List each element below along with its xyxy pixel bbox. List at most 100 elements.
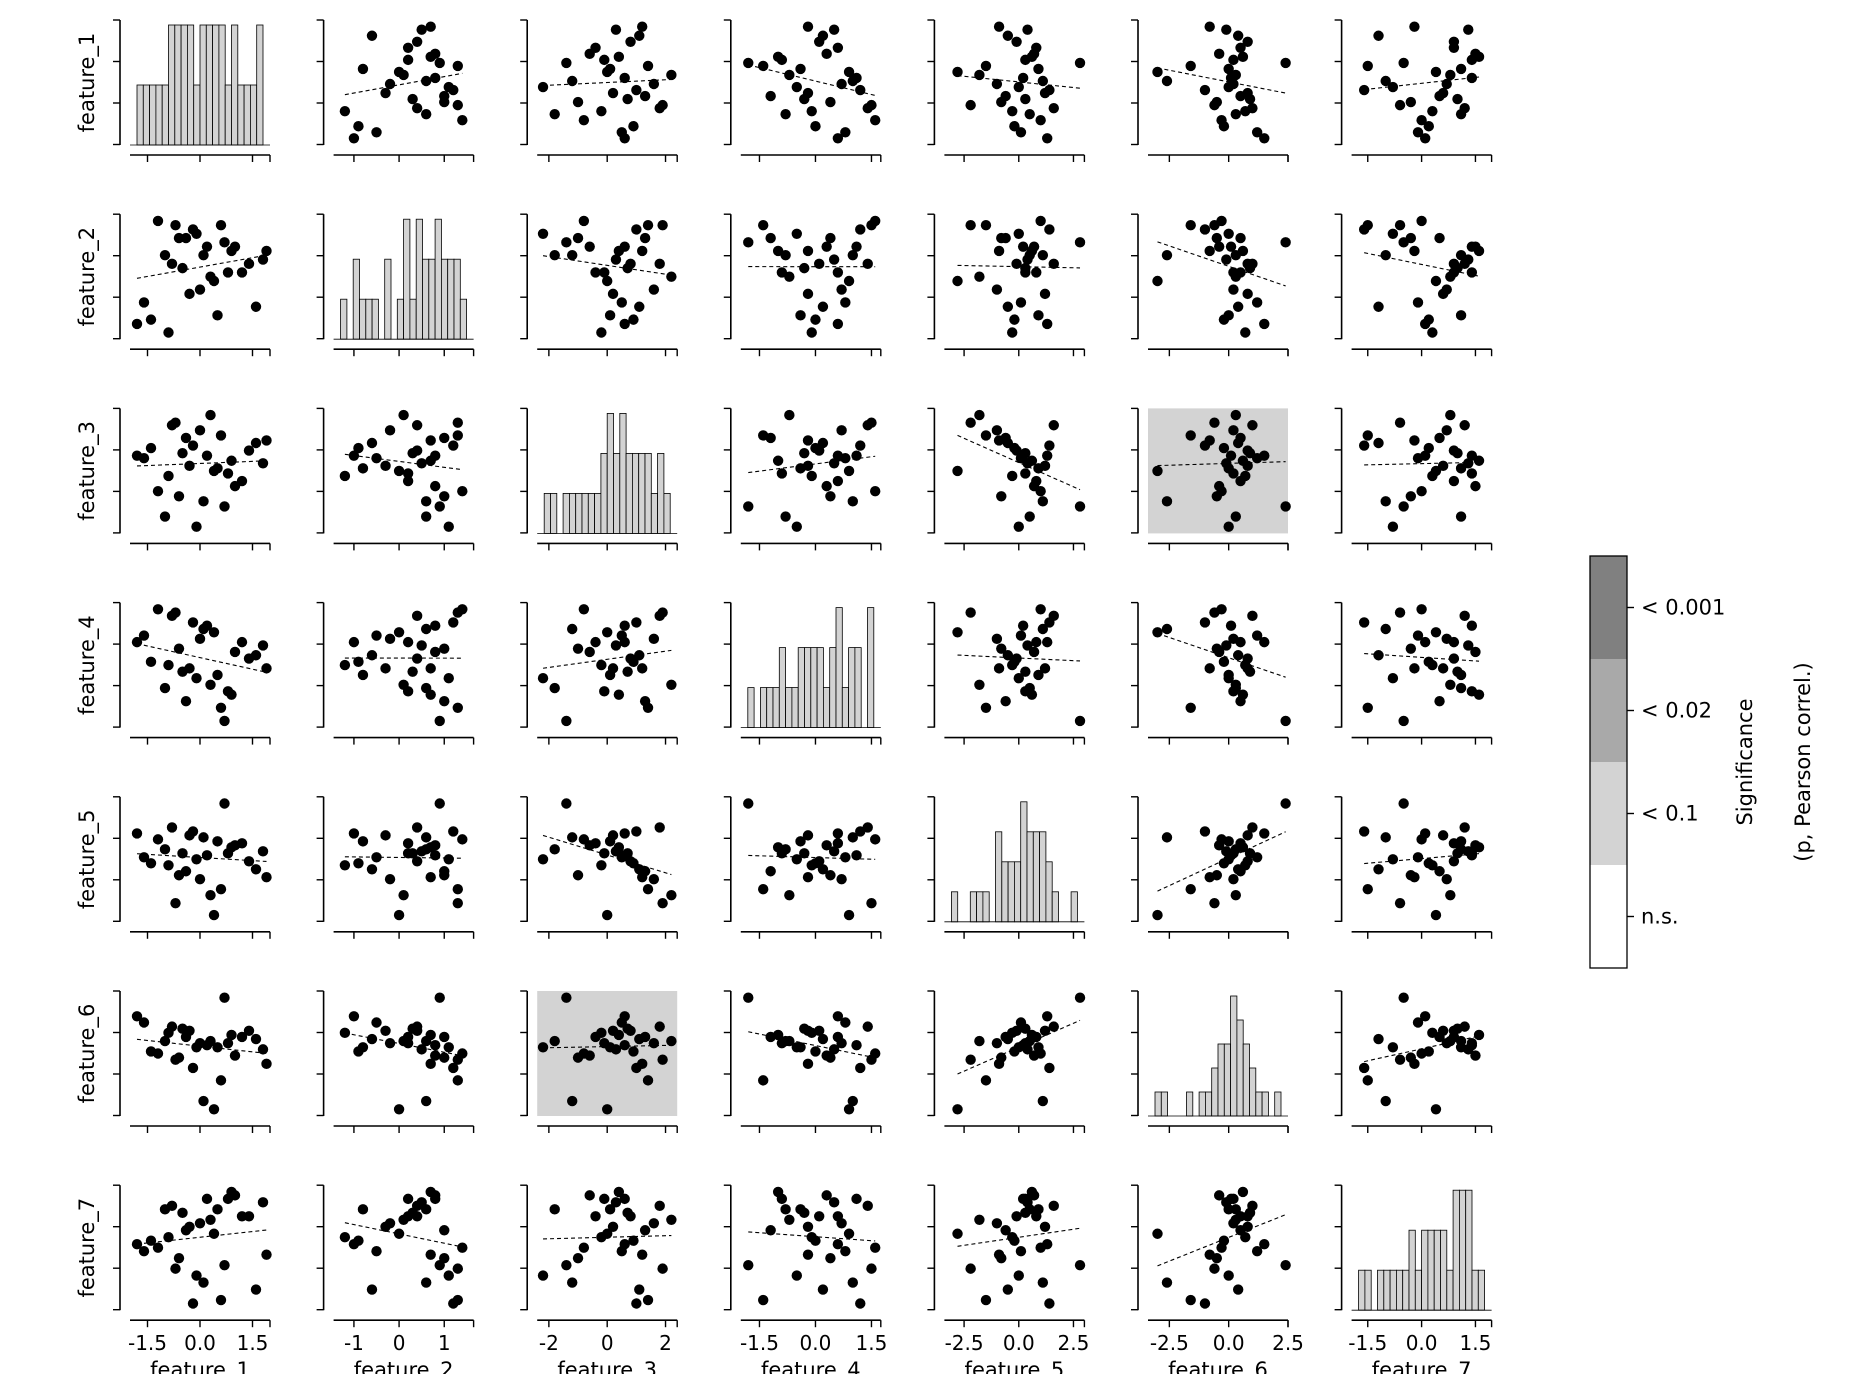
scatter-point [847,496,858,507]
scatter-point [866,417,877,428]
histogram-bar [1020,801,1028,923]
scatter-point [549,1035,560,1047]
scatter-point [191,673,202,684]
scatter-point [180,1225,192,1236]
scatter-point [1466,1037,1478,1049]
scatter-point [430,850,441,861]
scatter-point [1037,1277,1049,1288]
panel-feature_4-vs-feature_6 [1131,601,1291,745]
panel-feature_5-vs-feature_4 [723,796,882,939]
scatter-point [537,1042,549,1053]
scatter-point [187,224,199,235]
scatter-point [145,1235,157,1246]
colorbar-blocks [1590,556,1627,968]
scatter-point [622,93,633,105]
scatter-point [590,636,601,648]
histogram-bar [1465,1189,1473,1311]
histogram-bar [766,687,774,728]
scatter-point [236,267,248,278]
scatter-point [799,93,810,105]
scatter-point [1015,453,1027,464]
y-axis-label-feature_2: feature_2 [75,227,100,327]
scatter-point [1387,228,1399,239]
scatter-point [448,1062,459,1074]
scatter-point [1228,468,1239,479]
x-tick-label: -1.5 [740,1331,779,1355]
scatter-point [1161,623,1173,635]
scatter-point [802,435,814,446]
scatter-point [180,1031,192,1043]
scatter-point [619,636,630,648]
scatter-point [353,858,364,869]
scatter-point [604,669,616,681]
scatter-point [843,465,855,477]
scatter-point [619,620,630,631]
scatter-point [648,1218,660,1229]
scatter-point [806,327,817,338]
scatter-point [1445,679,1456,690]
scatter-point [965,99,976,111]
histogram-bar [854,647,862,728]
colorbar-level-label: < 0.1 [1641,802,1699,826]
scatter-point [1020,267,1031,278]
scatter-point [1015,297,1027,308]
scatter-point [1161,250,1173,261]
panel-feature_3-vs-feature_4 [723,407,882,551]
scatter-point [634,30,645,41]
scatter-point [452,60,463,72]
scatter-point [131,1011,143,1022]
scatter-point [1380,1095,1391,1107]
scatter-point [439,432,450,444]
scatter-point [1230,1214,1241,1225]
scatter-point [402,686,414,697]
scatter-point [784,409,795,421]
scatter-point [1445,889,1456,901]
scatter-point [965,607,976,618]
scatter-point [398,409,409,421]
trend-line [542,649,672,669]
histogram-bar [543,492,551,534]
scatter-point [993,245,1005,257]
scatter-point [198,832,209,843]
scatter-point [1416,1048,1427,1059]
scatter-point [795,463,806,474]
scatter-point [219,992,230,1003]
scatter-point [443,673,454,684]
scatter-point [743,798,754,809]
scatter-point [855,826,866,837]
scatter-point [366,30,378,41]
scatter-point [187,617,199,628]
scatter-point [1280,501,1291,512]
scatter-point [628,1235,639,1246]
trend-line [344,856,463,859]
scatter-point [371,1245,382,1257]
panel-feature_5-vs-feature_6 [1131,796,1291,939]
scatter-point [1445,271,1456,282]
scatter-point [625,856,636,867]
histogram-bar [772,687,780,728]
scatter-point [1394,1054,1406,1065]
scatter-point [1394,99,1406,111]
scatter-point [1230,409,1241,421]
scatter-point [170,1054,181,1065]
scatter-point [1199,84,1211,96]
scatter-point [425,455,436,466]
scatter-point [1237,1186,1249,1198]
scatter-point [1211,232,1223,244]
trend-line [344,453,463,471]
scatter-point [1437,460,1449,472]
scatter-point [1235,1225,1246,1236]
scatter-point [170,897,181,909]
scatter-point [549,250,560,261]
histogram-bar [1452,1189,1460,1311]
scatter-point [1237,842,1249,853]
scatter-point [784,889,795,901]
scatter-point [1448,653,1460,664]
scatter-point [1242,856,1253,867]
scatter-point [1358,826,1370,837]
scatter-point [1020,1193,1031,1205]
scatter-point [215,219,227,231]
histogram-bar [403,218,411,340]
panel-feature_1-vs-feature_4 [723,19,882,162]
scatter-point [572,870,584,881]
